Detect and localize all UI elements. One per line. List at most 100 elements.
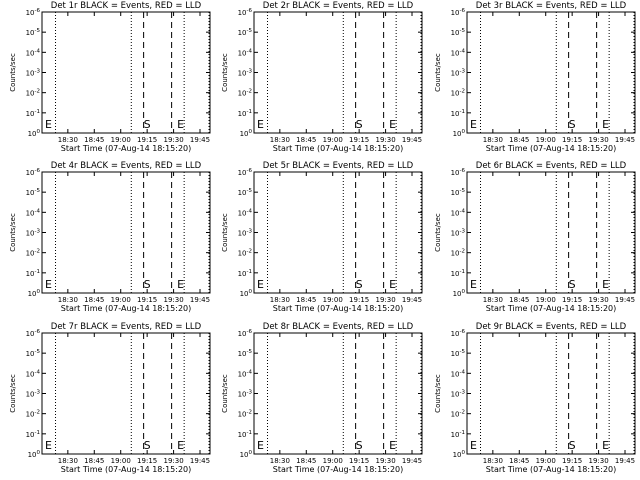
marker-label: S [144, 278, 151, 291]
plot-frame [253, 11, 423, 134]
x-tick-label: 19:15 [349, 296, 369, 304]
marker-label: E [470, 118, 477, 131]
marker-label: E [45, 439, 52, 452]
marker-label: E [45, 118, 52, 131]
y-tick-label: 10-2 [238, 89, 252, 98]
x-tick-label: 19:15 [562, 296, 582, 304]
x-tick-label: 19:30 [588, 457, 608, 465]
marker-label: E [177, 439, 184, 452]
y-axis-label: Counts/sec [9, 213, 17, 252]
marker-label: E [177, 118, 184, 131]
x-tick-label: 18:45 [296, 457, 316, 465]
y-tick-label: 10-3 [26, 390, 41, 399]
x-axis-label: Start Time (07-Aug-14 18:15:20) [486, 465, 617, 474]
y-tick-label: 10-5 [451, 188, 466, 197]
marker-label: S [569, 439, 576, 452]
y-tick-label: 10-2 [451, 89, 465, 98]
y-tick-label: 10-6 [238, 329, 253, 338]
x-axis-label: Start Time (07-Aug-14 18:15:20) [61, 304, 192, 313]
x-tick-label: 19:30 [375, 457, 395, 465]
y-tick-label: 10-5 [26, 188, 41, 197]
x-tick-label: 18:45 [296, 136, 316, 144]
y-tick-label: 10-6 [451, 329, 466, 338]
x-tick-label: 19:30 [588, 136, 608, 144]
y-tick-label: 10-6 [26, 168, 41, 177]
y-axis-label: Counts/sec [434, 213, 442, 252]
y-axis-label: Counts/sec [9, 53, 17, 92]
marker-label: E [602, 439, 609, 452]
y-tick-label: 10-1 [451, 269, 465, 278]
y-tick-label: 10-2 [451, 249, 465, 258]
x-tick-label: 18:30 [483, 457, 503, 465]
x-tick-label: 19:45 [190, 136, 210, 144]
x-axis-label: Start Time (07-Aug-14 18:15:20) [273, 465, 404, 474]
x-tick-label: 19:00 [536, 136, 556, 144]
x-tick-label: 19:30 [375, 136, 395, 144]
y-tick-label: 10-5 [26, 349, 41, 358]
x-axis-label: Start Time (07-Aug-14 18:15:20) [61, 465, 192, 474]
y-tick-label: 10-4 [26, 48, 41, 57]
panel-title: Det 5r BLACK = Events, RED = LLD [263, 161, 414, 171]
x-tick-label: 18:30 [58, 136, 78, 144]
x-tick-label: 19:00 [323, 457, 343, 465]
y-tick-label: 10-4 [451, 208, 466, 217]
x-tick-label: 19:00 [536, 296, 556, 304]
panel-4: Det 4r BLACK = Events, RED = LLD 100 10-1 1… [9, 161, 211, 313]
x-tick-label: 19:00 [111, 136, 131, 144]
x-tick-label: 18:30 [483, 136, 503, 144]
x-tick-label: 19:30 [588, 296, 608, 304]
plot-frame [41, 332, 211, 455]
y-tick-label: 10-6 [26, 329, 41, 338]
plot-frame [253, 171, 423, 294]
x-tick-label: 19:30 [163, 457, 183, 465]
y-tick-label: 100 [453, 450, 466, 459]
x-tick-label: 19:45 [190, 296, 210, 304]
plot-frame [466, 11, 636, 134]
panel-5: Det 5r BLACK = Events, RED = LLD 100 10-1 1… [221, 161, 423, 313]
x-tick-label: 18:30 [58, 457, 78, 465]
marker-label: E [389, 439, 396, 452]
panel-title: Det 8r BLACK = Events, RED = LLD [263, 322, 414, 332]
y-tick-label: 10-4 [451, 369, 466, 378]
y-tick-label: 10-5 [238, 28, 253, 37]
y-tick-label: 10-3 [451, 390, 466, 399]
x-tick-label: 19:45 [615, 136, 635, 144]
x-tick-label: 19:00 [323, 136, 343, 144]
marker-label: S [356, 118, 363, 131]
marker-label: S [569, 118, 576, 131]
y-tick-label: 10-1 [26, 269, 40, 278]
marker-label: E [470, 439, 477, 452]
x-tick-label: 19:15 [137, 136, 157, 144]
y-tick-label: 10-4 [26, 208, 41, 217]
y-tick-label: 10-2 [238, 410, 252, 419]
panel-7: Det 7r BLACK = Events, RED = LLD 100 10-1 1… [9, 322, 211, 474]
marker-label: S [144, 439, 151, 452]
y-tick-label: 10-6 [238, 8, 253, 17]
x-tick-label: 18:45 [509, 457, 529, 465]
y-tick-label: 10-2 [26, 89, 40, 98]
panel-title: Det 2r BLACK = Events, RED = LLD [263, 1, 414, 11]
y-tick-label: 10-4 [238, 48, 253, 57]
y-tick-label: 10-3 [451, 69, 466, 78]
y-axis-label: Counts/sec [434, 53, 442, 92]
y-axis-label: Counts/sec [9, 374, 17, 413]
y-tick-label: 10-5 [26, 28, 41, 37]
y-tick-label: 10-5 [238, 349, 253, 358]
x-tick-label: 18:30 [483, 296, 503, 304]
x-tick-label: 19:00 [323, 296, 343, 304]
y-tick-label: 10-1 [451, 430, 465, 439]
panel-8: Det 8r BLACK = Events, RED = LLD 100 10-1 1… [221, 322, 423, 474]
y-tick-label: 10-1 [451, 109, 465, 118]
x-tick-label: 19:15 [562, 457, 582, 465]
x-axis-label: Start Time (07-Aug-14 18:15:20) [273, 144, 404, 153]
marker-label: E [389, 278, 396, 291]
panel-6: Det 6r BLACK = Events, RED = LLD 100 10-1 1… [434, 161, 636, 313]
x-tick-label: 19:45 [402, 296, 422, 304]
x-tick-label: 18:45 [509, 136, 529, 144]
panel-2: Det 2r BLACK = Events, RED = LLD 100 10-1 1… [221, 1, 423, 153]
y-tick-label: 100 [240, 450, 253, 459]
x-tick-label: 19:15 [562, 136, 582, 144]
y-tick-label: 10-3 [451, 229, 466, 238]
marker-label: E [257, 439, 264, 452]
